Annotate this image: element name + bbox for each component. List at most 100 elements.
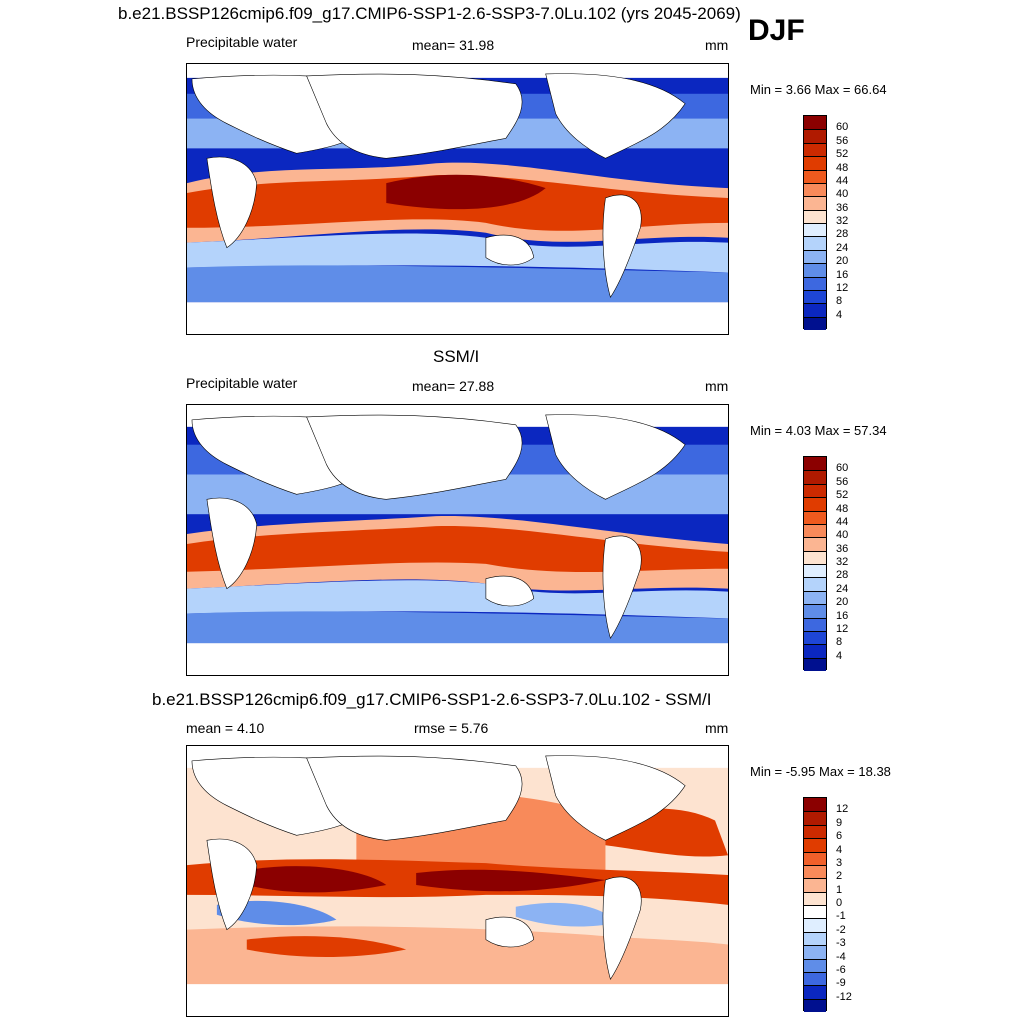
colorbar-swatch bbox=[804, 564, 826, 578]
colorbar-tick-label: -9 bbox=[836, 977, 846, 990]
colorbar-swatch bbox=[804, 523, 826, 538]
colorbar-swatch bbox=[804, 905, 826, 919]
colorbar-swatch bbox=[804, 998, 826, 1012]
colorbar-tick-label: 56 bbox=[836, 475, 849, 488]
colorbar-swatch bbox=[804, 851, 826, 865]
colorbar-tick-label: 40 bbox=[836, 188, 849, 201]
colorbar-swatch bbox=[804, 537, 826, 551]
colorbar-swatch bbox=[804, 223, 826, 237]
colorbar-tick-label: 44 bbox=[836, 515, 849, 528]
colorbar-swatch bbox=[804, 838, 826, 852]
colorbar-swatch bbox=[804, 249, 826, 264]
colorbar-swatch bbox=[804, 644, 826, 658]
colorbar-swatch bbox=[804, 958, 826, 972]
panel-model-variable: Precipitable water bbox=[186, 34, 298, 50]
colorbar-tick-label: 60 bbox=[836, 121, 849, 134]
panel-diff-units: mm bbox=[705, 720, 729, 736]
colorbar-tick-label: 20 bbox=[836, 596, 849, 609]
colorbar-tick-label: 6 bbox=[836, 830, 843, 843]
colorbar-tick-label: 28 bbox=[836, 228, 849, 241]
colorbar-tick-label: 0 bbox=[836, 897, 843, 909]
colorbar-tick-label: 36 bbox=[836, 542, 849, 555]
colorbar-tick-label: 16 bbox=[836, 609, 849, 622]
colorbar-tick-label: 8 bbox=[836, 636, 843, 649]
colorbar-swatch bbox=[804, 798, 826, 812]
panel-obs-units: mm bbox=[705, 378, 729, 394]
colorbar-tick-label: 56 bbox=[836, 134, 849, 147]
colorbar-tick-label: 16 bbox=[836, 268, 849, 281]
panel-model-field bbox=[187, 64, 728, 334]
colorbar-swatch bbox=[804, 891, 826, 905]
colorbar-swatch bbox=[804, 550, 826, 564]
colorbar-tick-label: 52 bbox=[836, 489, 849, 502]
colorbar-tick-label: 9 bbox=[836, 816, 843, 829]
colorbar-tick-label: 32 bbox=[836, 215, 849, 227]
colorbar-tick-label: 44 bbox=[836, 174, 849, 187]
panel-obs-colorbar bbox=[803, 456, 827, 671]
colorbar-swatch bbox=[804, 209, 826, 223]
panel-model-minmax: Min = 3.66 Max = 66.64 bbox=[750, 82, 887, 97]
colorbar-swatch bbox=[804, 878, 826, 892]
colorbar-swatch bbox=[804, 457, 826, 471]
colorbar-tick-label: 12 bbox=[836, 622, 849, 635]
panel-diff-title: b.e21.BSSP126cmip6.f09_g17.CMIP6-SSP1-2.… bbox=[152, 690, 712, 709]
colorbar-swatch bbox=[804, 918, 826, 932]
colorbar-swatch bbox=[804, 169, 826, 183]
colorbar-swatch bbox=[804, 182, 826, 197]
colorbar-swatch bbox=[804, 116, 826, 130]
colorbar-tick-label: -6 bbox=[836, 963, 846, 976]
colorbar-swatch bbox=[804, 236, 826, 250]
colorbar-tick-label: 48 bbox=[836, 502, 849, 515]
colorbar-swatch bbox=[804, 289, 826, 304]
colorbar-tick-label: 32 bbox=[836, 556, 849, 568]
colorbar-swatch bbox=[804, 156, 826, 170]
colorbar-swatch bbox=[804, 276, 826, 290]
colorbar-tick-label: -12 bbox=[836, 990, 852, 1003]
colorbar-tick-label: 4 bbox=[836, 308, 843, 321]
colorbar-swatch bbox=[804, 590, 826, 605]
colorbar-tick-label: 40 bbox=[836, 529, 849, 542]
colorbar-tick-label: 1 bbox=[836, 883, 843, 896]
colorbar-swatch bbox=[804, 630, 826, 645]
colorbar-tick-label: 4 bbox=[836, 843, 843, 856]
panel-diff-colorbar bbox=[803, 797, 827, 1012]
colorbar-swatch bbox=[804, 303, 826, 317]
colorbar-tick-label: 60 bbox=[836, 462, 849, 475]
colorbar-swatch bbox=[804, 931, 826, 946]
panel-obs-map bbox=[186, 404, 729, 676]
colorbar-tick-label: 8 bbox=[836, 295, 843, 308]
colorbar-tick-label: 12 bbox=[836, 281, 849, 294]
colorbar-swatch bbox=[804, 617, 826, 631]
colorbar-tick-label: 4 bbox=[836, 649, 843, 662]
panel-diff-map bbox=[186, 745, 729, 1017]
panel-model-colorbar bbox=[803, 115, 827, 330]
colorbar-tick-label: 24 bbox=[836, 241, 849, 254]
season-label: DJF bbox=[748, 14, 805, 47]
panel-diff-rmse: rmse = 5.76 bbox=[414, 720, 489, 736]
panel-diff-mean: mean = 4.10 bbox=[186, 720, 265, 736]
colorbar-swatch bbox=[804, 657, 826, 671]
colorbar-tick-label: 52 bbox=[836, 148, 849, 161]
colorbar-tick-label: 28 bbox=[836, 569, 849, 582]
panel-model-mean: mean= 31.98 bbox=[412, 37, 495, 53]
colorbar-tick-label: -1 bbox=[836, 910, 846, 923]
colorbar-swatch bbox=[804, 129, 826, 143]
colorbar-tick-label: 20 bbox=[836, 255, 849, 268]
panel-diff-field bbox=[187, 746, 728, 1016]
colorbar-swatch bbox=[804, 985, 826, 999]
panel-obs-minmax: Min = 4.03 Max = 57.34 bbox=[750, 423, 887, 438]
colorbar-swatch bbox=[804, 971, 826, 986]
colorbar-swatch bbox=[804, 811, 826, 825]
colorbar-swatch bbox=[804, 604, 826, 618]
panel-diff-minmax: Min = -5.95 Max = 18.38 bbox=[750, 764, 891, 779]
colorbar-swatch bbox=[804, 316, 826, 330]
panel-model-units: mm bbox=[705, 37, 729, 53]
colorbar-tick-label: 48 bbox=[836, 161, 849, 174]
colorbar-swatch bbox=[804, 483, 826, 498]
panel-model-title: b.e21.BSSP126cmip6.f09_g17.CMIP6-SSP1-2.… bbox=[118, 4, 741, 23]
colorbar-swatch bbox=[804, 577, 826, 591]
panel-model-map bbox=[186, 63, 729, 335]
colorbar-swatch bbox=[804, 470, 826, 484]
colorbar-swatch bbox=[804, 196, 826, 210]
colorbar-tick-label: 2 bbox=[836, 870, 843, 883]
